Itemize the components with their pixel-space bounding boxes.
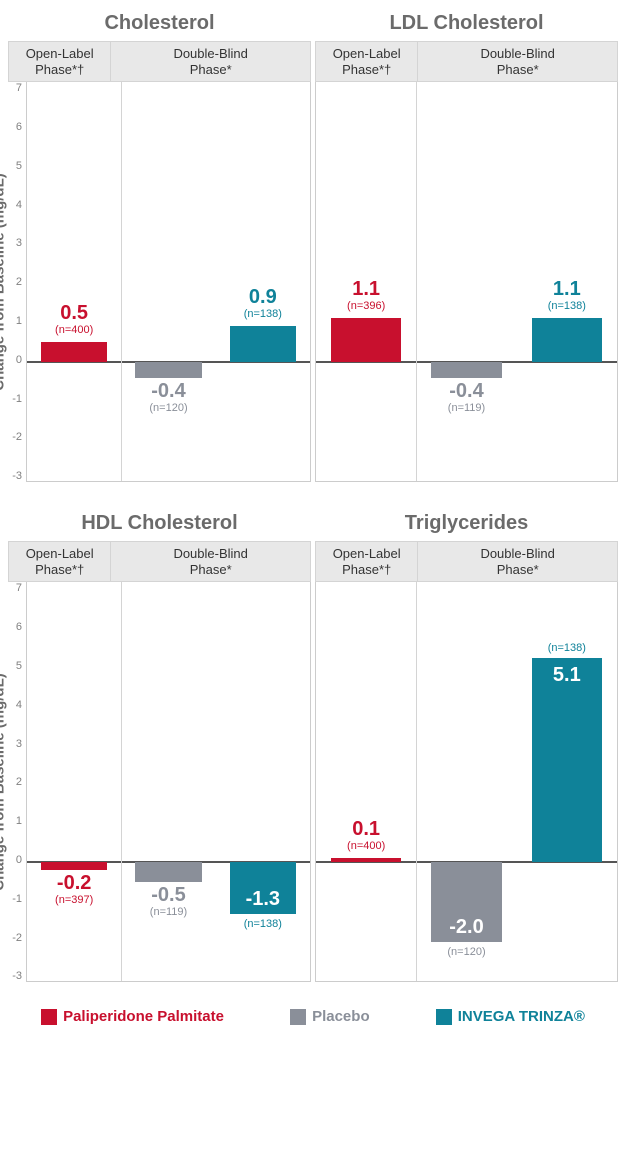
y-axis-label: Change from Baseline (mg/dL) xyxy=(0,673,8,891)
bar-value-label: 5.1 xyxy=(553,664,581,687)
phase-open-label: Open-LabelPhase*† xyxy=(316,42,417,81)
bar-value-label: 1.1 xyxy=(553,278,581,301)
bar-value-label: 1.1 xyxy=(352,278,380,301)
chart-cholesterol: Cholesterol Open-LabelPhase*†Double-Blind… xyxy=(8,12,311,482)
plot-area: Change from Baseline (mg/dL)0.5(n=400)-0… xyxy=(26,82,311,482)
bar-value-label: -0.5 xyxy=(151,884,185,907)
phase-double-blind: Double-BlindPhase* xyxy=(417,42,617,81)
chart-hdl: HDL Cholesterol Open-LabelPhase*†Double-B… xyxy=(8,512,311,982)
bar-paliperidone xyxy=(41,342,107,362)
bar-n-label: (n=120) xyxy=(447,946,485,958)
legend-label: INVEGA TRINZA® xyxy=(458,1008,585,1025)
bar-n-label: (n=119) xyxy=(150,906,187,918)
y-ticks: 76543210-1-2-3 xyxy=(8,82,26,482)
bar-value-label: -1.3 xyxy=(246,888,280,911)
bar-value-label: 0.9 xyxy=(249,286,277,309)
chart-title: HDL Cholesterol xyxy=(8,512,311,535)
legend-item-paliperidone: Paliperidone Palmitate xyxy=(41,1008,224,1025)
phase-open-label: Open-LabelPhase*† xyxy=(316,542,417,581)
legend-swatch xyxy=(290,1009,306,1025)
plot-area: 0.1(n=400) -2.0 (n=120) 5.1 (n=138) xyxy=(315,582,618,982)
bar-n-label: (n=138) xyxy=(244,918,282,930)
bar-value-label: -0.4 xyxy=(449,380,483,403)
chart-ldl: LDL Cholesterol Open-LabelPhase*†Double-B… xyxy=(315,12,618,482)
phase-header: Open-LabelPhase*†Double-BlindPhase* xyxy=(8,541,311,582)
bar-n-label: (n=138) xyxy=(548,642,586,654)
bar-paliperidone xyxy=(331,318,401,362)
bar-trinza xyxy=(532,318,602,362)
phase-double-blind: Double-BlindPhase* xyxy=(110,542,310,581)
legend: Paliperidone Palmitate Placebo INVEGA TRIN… xyxy=(8,1008,618,1025)
bar-n-label: (n=397) xyxy=(55,894,93,906)
chart-grid: CholesterolOpen-LabelPhase*†Double-Blind… xyxy=(8,12,618,982)
phase-double-blind: Double-BlindPhase* xyxy=(110,42,310,81)
phase-header: Open-LabelPhase*†Double-BlindPhase* xyxy=(315,541,618,582)
legend-label: Placebo xyxy=(312,1008,370,1025)
bar-value-label: -0.4 xyxy=(151,380,185,403)
legend-swatch xyxy=(41,1009,57,1025)
phase-header: Open-LabelPhase*†Double-BlindPhase* xyxy=(8,41,311,82)
phase-open-label: Open-LabelPhase*† xyxy=(9,42,110,81)
bar-placebo xyxy=(135,862,201,882)
bar-n-label: (n=138) xyxy=(244,308,282,320)
bar-n-label: (n=138) xyxy=(548,300,586,312)
chart-title: LDL Cholesterol xyxy=(315,12,618,35)
legend-label: Paliperidone Palmitate xyxy=(63,1008,224,1025)
bar-n-label: (n=396) xyxy=(347,300,385,312)
bar-value-label: 0.1 xyxy=(352,818,380,841)
phase-double-blind: Double-BlindPhase* xyxy=(417,542,617,581)
y-ticks: 76543210-1-2-3 xyxy=(8,582,26,982)
bar-value-label: -2.0 xyxy=(449,916,483,939)
bar-value-label: -0.2 xyxy=(57,872,91,895)
bar-placebo xyxy=(431,362,501,378)
bar-n-label: (n=400) xyxy=(347,840,385,852)
bar-n-label: (n=400) xyxy=(55,324,93,336)
bar-paliperidone xyxy=(331,858,401,862)
legend-item-placebo: Placebo xyxy=(290,1008,370,1025)
chart-title: Triglycerides xyxy=(315,512,618,535)
bar-n-label: (n=120) xyxy=(149,402,187,414)
chart-title: Cholesterol xyxy=(8,12,311,35)
phase-open-label: Open-LabelPhase*† xyxy=(9,542,110,581)
bar-n-label: (n=119) xyxy=(448,402,485,414)
bar-placebo xyxy=(135,362,201,378)
phase-header: Open-LabelPhase*†Double-BlindPhase* xyxy=(315,41,618,82)
y-axis-label: Change from Baseline (mg/dL) xyxy=(0,173,8,391)
plot-area: Change from Baseline (mg/dL)-0.2(n=397)-… xyxy=(26,582,311,982)
chart-trig: Triglycerides Open-LabelPhase*†Double-Bli… xyxy=(315,512,618,982)
bar-value-label: 0.5 xyxy=(60,302,88,325)
bar-paliperidone xyxy=(41,862,107,870)
bar-trinza xyxy=(532,658,602,862)
bar-trinza xyxy=(230,326,296,362)
plot-area: 1.1(n=396)-0.4(n=119)1.1(n=138) xyxy=(315,82,618,482)
legend-item-trinza: INVEGA TRINZA® xyxy=(436,1008,585,1025)
legend-swatch xyxy=(436,1009,452,1025)
